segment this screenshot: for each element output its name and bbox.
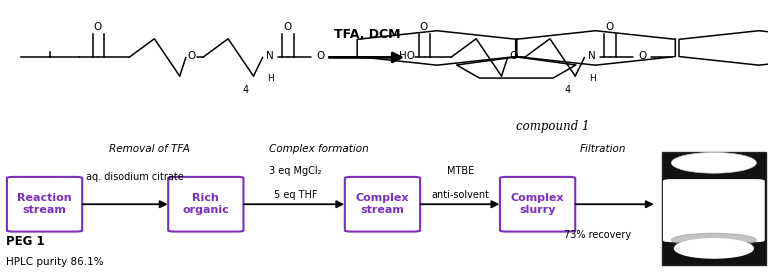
Text: H: H	[589, 75, 595, 83]
Text: O: O	[187, 51, 195, 61]
Text: Reaction
stream: Reaction stream	[17, 193, 72, 216]
Text: 5 eq THF: 5 eq THF	[274, 190, 317, 200]
FancyBboxPatch shape	[168, 177, 243, 232]
FancyBboxPatch shape	[664, 180, 764, 242]
Text: compound 1: compound 1	[516, 120, 590, 133]
Text: O: O	[605, 22, 613, 31]
Text: PEG 1: PEG 1	[6, 235, 45, 248]
Ellipse shape	[671, 152, 756, 173]
FancyBboxPatch shape	[662, 152, 766, 265]
Text: N: N	[266, 51, 274, 61]
Text: 4: 4	[564, 85, 571, 95]
Text: O: O	[509, 51, 517, 61]
Text: H: H	[267, 75, 273, 83]
Text: Complex
slurry: Complex slurry	[511, 193, 564, 216]
Text: O: O	[420, 22, 428, 31]
Text: O: O	[638, 51, 646, 61]
Text: O: O	[94, 22, 101, 31]
Text: MTBE: MTBE	[447, 166, 475, 176]
Text: Rich
organic: Rich organic	[183, 193, 229, 216]
Ellipse shape	[674, 239, 753, 258]
Text: Complex formation: Complex formation	[269, 144, 369, 153]
Text: TFA, DCM: TFA, DCM	[334, 28, 400, 41]
Text: Removal of TFA: Removal of TFA	[109, 144, 190, 153]
Text: O: O	[283, 22, 291, 31]
Text: aq. disodium citrate: aq. disodium citrate	[85, 172, 184, 182]
Text: HPLC purity 86.1%: HPLC purity 86.1%	[6, 257, 104, 267]
Text: 73% recovery: 73% recovery	[564, 230, 631, 240]
FancyBboxPatch shape	[500, 177, 575, 232]
Text: O: O	[316, 51, 324, 61]
FancyBboxPatch shape	[7, 177, 82, 232]
Text: 4: 4	[243, 85, 249, 95]
Text: 3 eq MgCl₂: 3 eq MgCl₂	[270, 166, 322, 176]
Text: Complex
stream: Complex stream	[356, 193, 409, 216]
Text: anti-solvent: anti-solvent	[432, 190, 490, 200]
Text: N: N	[588, 51, 596, 61]
Text: Filtration: Filtration	[580, 144, 626, 153]
Text: HO: HO	[399, 51, 415, 61]
FancyBboxPatch shape	[345, 177, 420, 232]
Ellipse shape	[671, 233, 756, 247]
